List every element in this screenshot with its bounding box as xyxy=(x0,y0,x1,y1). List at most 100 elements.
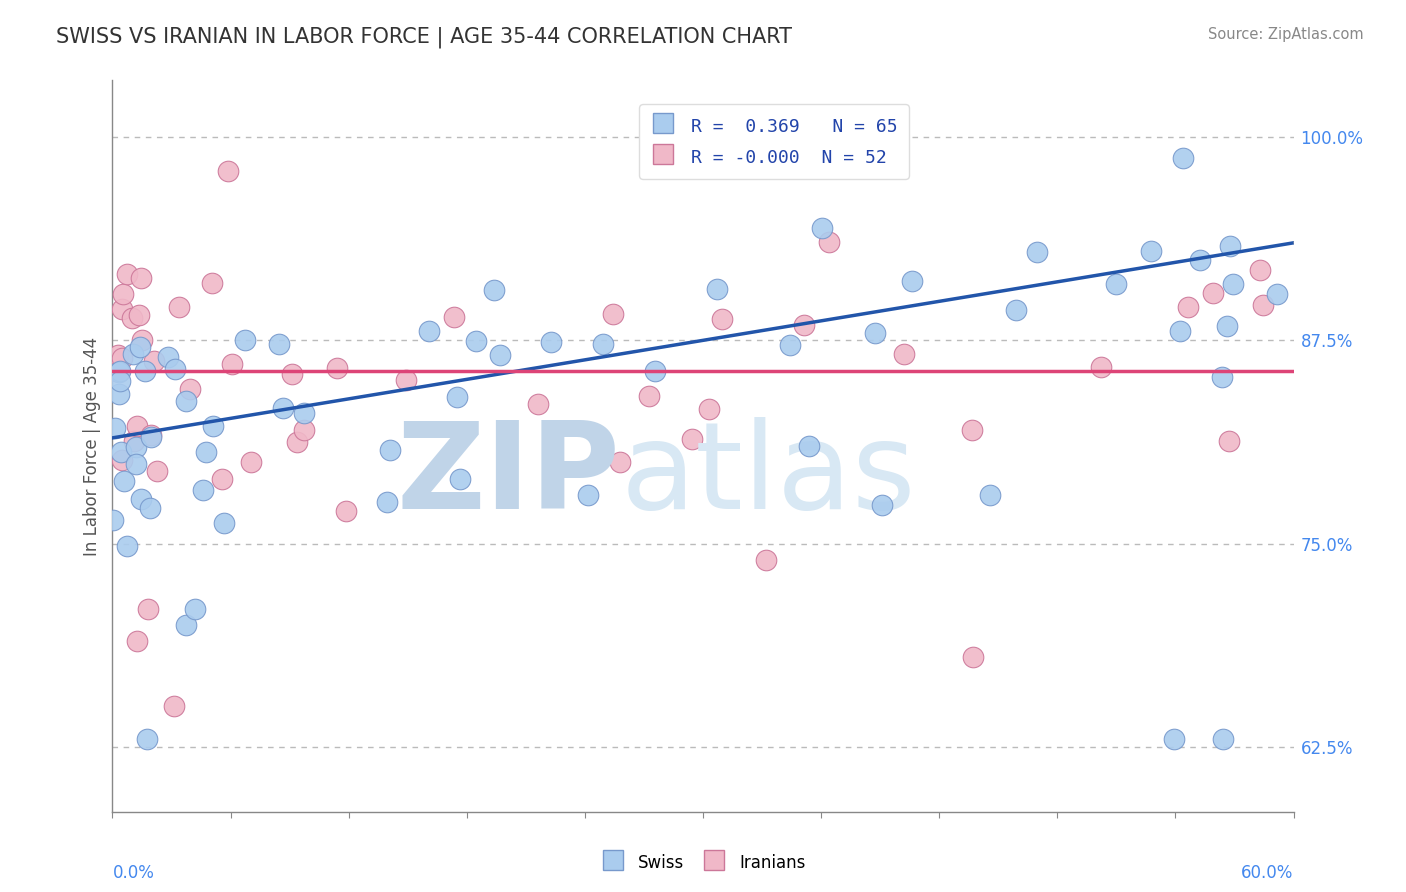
Point xyxy=(125,457,148,471)
Text: Source: ZipAtlas.com: Source: ZipAtlas.com xyxy=(1208,27,1364,42)
Point xyxy=(818,235,841,250)
Point xyxy=(122,347,145,361)
Legend: R =  0.369   N = 65, R = -0.000  N = 52: R = 0.369 N = 65, R = -0.000 N = 52 xyxy=(638,104,908,178)
Point xyxy=(142,353,165,368)
Point xyxy=(239,455,262,469)
Point xyxy=(125,440,148,454)
Point xyxy=(127,634,149,648)
Point xyxy=(979,488,1001,502)
Point xyxy=(602,307,624,321)
Point xyxy=(540,335,562,350)
Point xyxy=(139,500,162,515)
Point xyxy=(112,287,135,301)
Text: 60.0%: 60.0% xyxy=(1241,863,1294,881)
Point xyxy=(446,390,468,404)
Point xyxy=(1251,298,1274,312)
Point xyxy=(115,539,138,553)
Point xyxy=(201,418,224,433)
Point xyxy=(901,274,924,288)
Point xyxy=(755,553,778,567)
Point xyxy=(167,300,190,314)
Point xyxy=(893,347,915,361)
Point xyxy=(793,318,815,333)
Point xyxy=(706,282,728,296)
Point xyxy=(165,362,187,376)
Point xyxy=(271,401,294,416)
Point xyxy=(1211,370,1233,384)
Point xyxy=(136,601,159,615)
Point xyxy=(378,442,401,457)
Point xyxy=(201,276,224,290)
Point xyxy=(107,348,129,362)
Point xyxy=(697,401,720,416)
Point xyxy=(129,340,152,354)
Point xyxy=(107,365,129,379)
Point xyxy=(292,423,315,437)
Point xyxy=(1163,731,1185,746)
Point xyxy=(1177,301,1199,315)
Point xyxy=(129,491,152,506)
Point xyxy=(1265,286,1288,301)
Point xyxy=(443,310,465,324)
Point xyxy=(135,731,157,746)
Point xyxy=(326,361,349,376)
Point xyxy=(1201,286,1223,301)
Point xyxy=(121,310,143,325)
Point xyxy=(779,338,801,352)
Point xyxy=(1216,319,1239,334)
Point xyxy=(710,312,733,326)
Point xyxy=(576,488,599,502)
Point xyxy=(163,699,186,714)
Point xyxy=(157,351,180,365)
Point xyxy=(105,364,128,378)
Point xyxy=(489,348,512,362)
Point xyxy=(127,419,149,434)
Point xyxy=(797,439,820,453)
Point xyxy=(128,308,150,322)
Text: atlas: atlas xyxy=(620,417,915,533)
Point xyxy=(592,337,614,351)
Point xyxy=(221,357,243,371)
Point xyxy=(527,397,550,411)
Point xyxy=(184,601,207,615)
Point xyxy=(1188,252,1211,267)
Point xyxy=(211,471,233,485)
Point xyxy=(865,326,887,341)
Point xyxy=(141,427,163,442)
Point xyxy=(681,432,703,446)
Legend: Swiss, Iranians: Swiss, Iranians xyxy=(593,846,813,880)
Text: SWISS VS IRANIAN IN LABOR FORCE | AGE 35-44 CORRELATION CHART: SWISS VS IRANIAN IN LABOR FORCE | AGE 35… xyxy=(56,27,792,48)
Point xyxy=(129,271,152,285)
Point xyxy=(115,268,138,282)
Point xyxy=(1105,277,1128,292)
Point xyxy=(1173,152,1195,166)
Point xyxy=(194,444,217,458)
Point xyxy=(1004,302,1026,317)
Point xyxy=(103,513,125,527)
Point xyxy=(111,351,134,366)
Point xyxy=(110,444,132,458)
Point xyxy=(212,516,235,531)
Point xyxy=(962,650,984,665)
Point xyxy=(269,337,291,351)
Point xyxy=(108,364,131,378)
Point xyxy=(111,302,134,317)
Point xyxy=(1140,244,1163,258)
Point xyxy=(609,455,631,469)
Point xyxy=(482,283,505,297)
Point xyxy=(217,164,239,178)
Point xyxy=(1025,245,1047,260)
Point xyxy=(131,333,153,347)
Point xyxy=(111,453,134,467)
Point xyxy=(104,420,127,434)
Point xyxy=(191,483,214,498)
Point xyxy=(292,407,315,421)
Point xyxy=(872,498,894,512)
Point xyxy=(960,424,983,438)
Point xyxy=(1168,324,1191,338)
Point xyxy=(811,220,834,235)
Point xyxy=(1090,360,1112,375)
Point xyxy=(174,617,197,632)
Point xyxy=(1222,277,1244,292)
Point xyxy=(108,375,131,389)
